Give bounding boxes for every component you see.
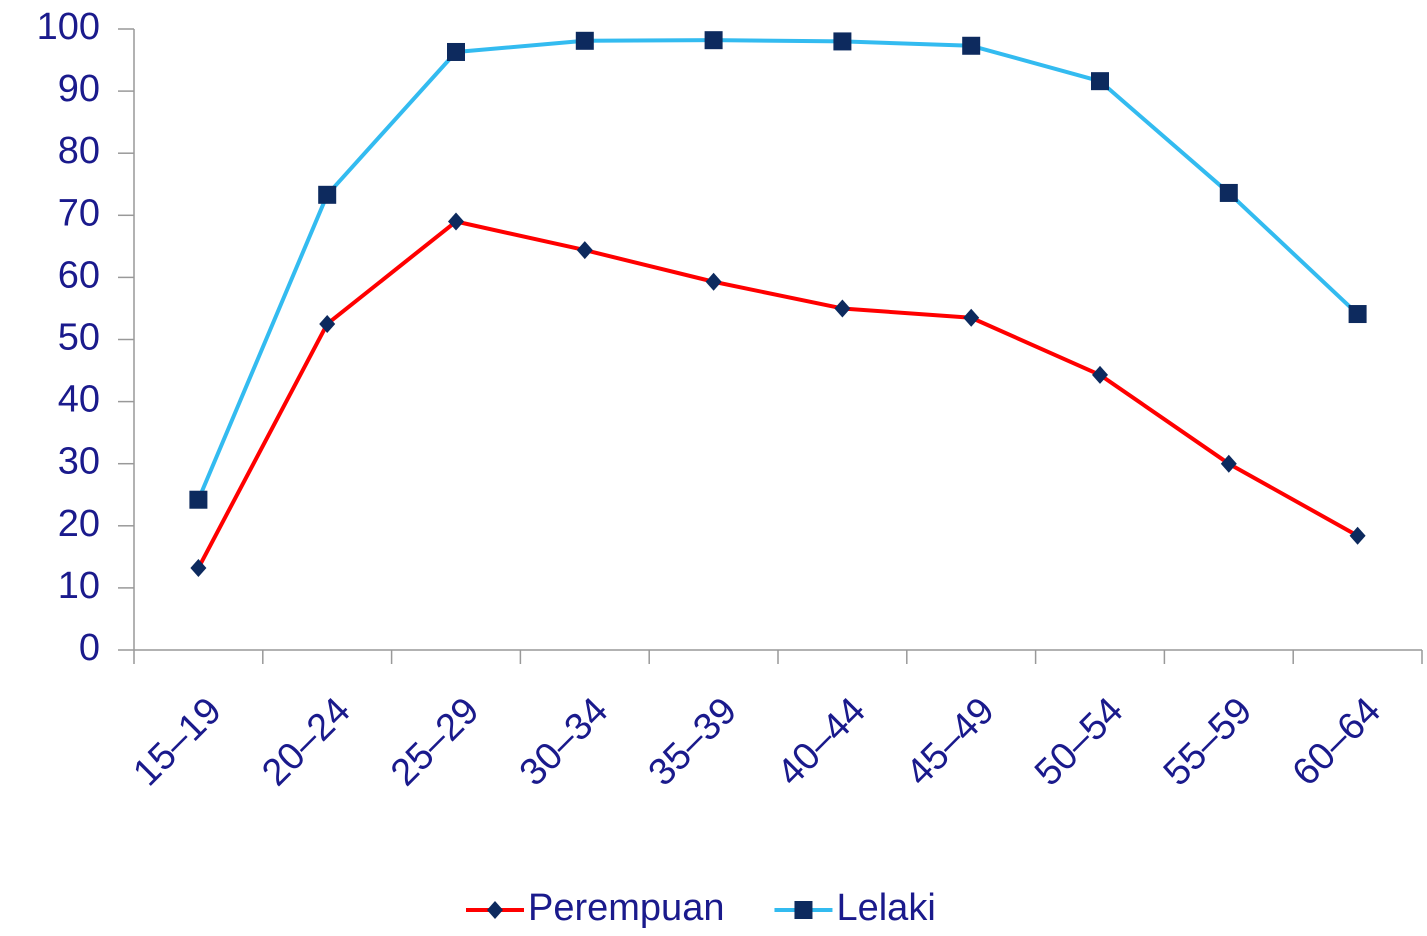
legend-label: Perempuan — [528, 887, 724, 929]
data-point — [447, 42, 465, 61]
data-point — [1091, 72, 1109, 91]
x-tick-label: 20–24 — [254, 690, 358, 794]
y-tick-label: 100 — [37, 6, 100, 48]
x-tick-label: 40–44 — [769, 690, 873, 794]
data-point — [963, 308, 980, 327]
data-point — [1220, 454, 1237, 473]
y-tick-label: 80 — [58, 130, 100, 172]
data-point — [576, 241, 593, 260]
legend-item: Lelaki — [774, 887, 936, 929]
x-tick-label: 60–64 — [1285, 690, 1389, 794]
x-tick-label: 55–59 — [1156, 690, 1260, 794]
x-tick-label: 50–54 — [1027, 690, 1131, 794]
data-point — [189, 490, 208, 509]
data-point — [704, 31, 723, 50]
data-point — [833, 32, 852, 51]
data-point — [575, 31, 594, 50]
x-tick-label: 30–34 — [512, 690, 616, 794]
series-line — [196, 38, 1359, 501]
data-point — [448, 212, 464, 231]
y-tick-label: 20 — [58, 503, 100, 545]
x-tick-label: 15–19 — [125, 690, 229, 794]
y-tick-label: 40 — [58, 379, 100, 421]
data-point — [962, 36, 981, 55]
y-tick-label: 90 — [58, 68, 100, 110]
x-tick-label: 45–49 — [898, 690, 1002, 794]
data-point — [319, 314, 336, 333]
y-tick-label: 0 — [79, 627, 100, 669]
y-tick-label: 70 — [58, 192, 100, 234]
data-point — [1219, 183, 1238, 202]
legend-item: Perempuan — [466, 887, 724, 929]
legend-label: Lelaki — [836, 887, 935, 929]
y-tick-label: 50 — [58, 317, 100, 359]
data-point — [834, 299, 851, 318]
data-point — [1348, 305, 1367, 324]
y-tick-label: 60 — [58, 254, 100, 296]
y-tick-label: 10 — [58, 565, 100, 607]
y-tick-label: 30 — [58, 441, 100, 483]
legend-marker — [794, 901, 813, 919]
legend-marker — [487, 901, 503, 919]
data-point — [1349, 526, 1366, 545]
x-tick-label: 25–29 — [383, 690, 487, 794]
data-point — [190, 559, 207, 578]
data-point — [318, 185, 337, 204]
series-line — [196, 219, 1359, 569]
data-point — [1092, 365, 1108, 384]
x-tick-label: 35–39 — [641, 690, 745, 794]
data-point — [705, 272, 722, 291]
